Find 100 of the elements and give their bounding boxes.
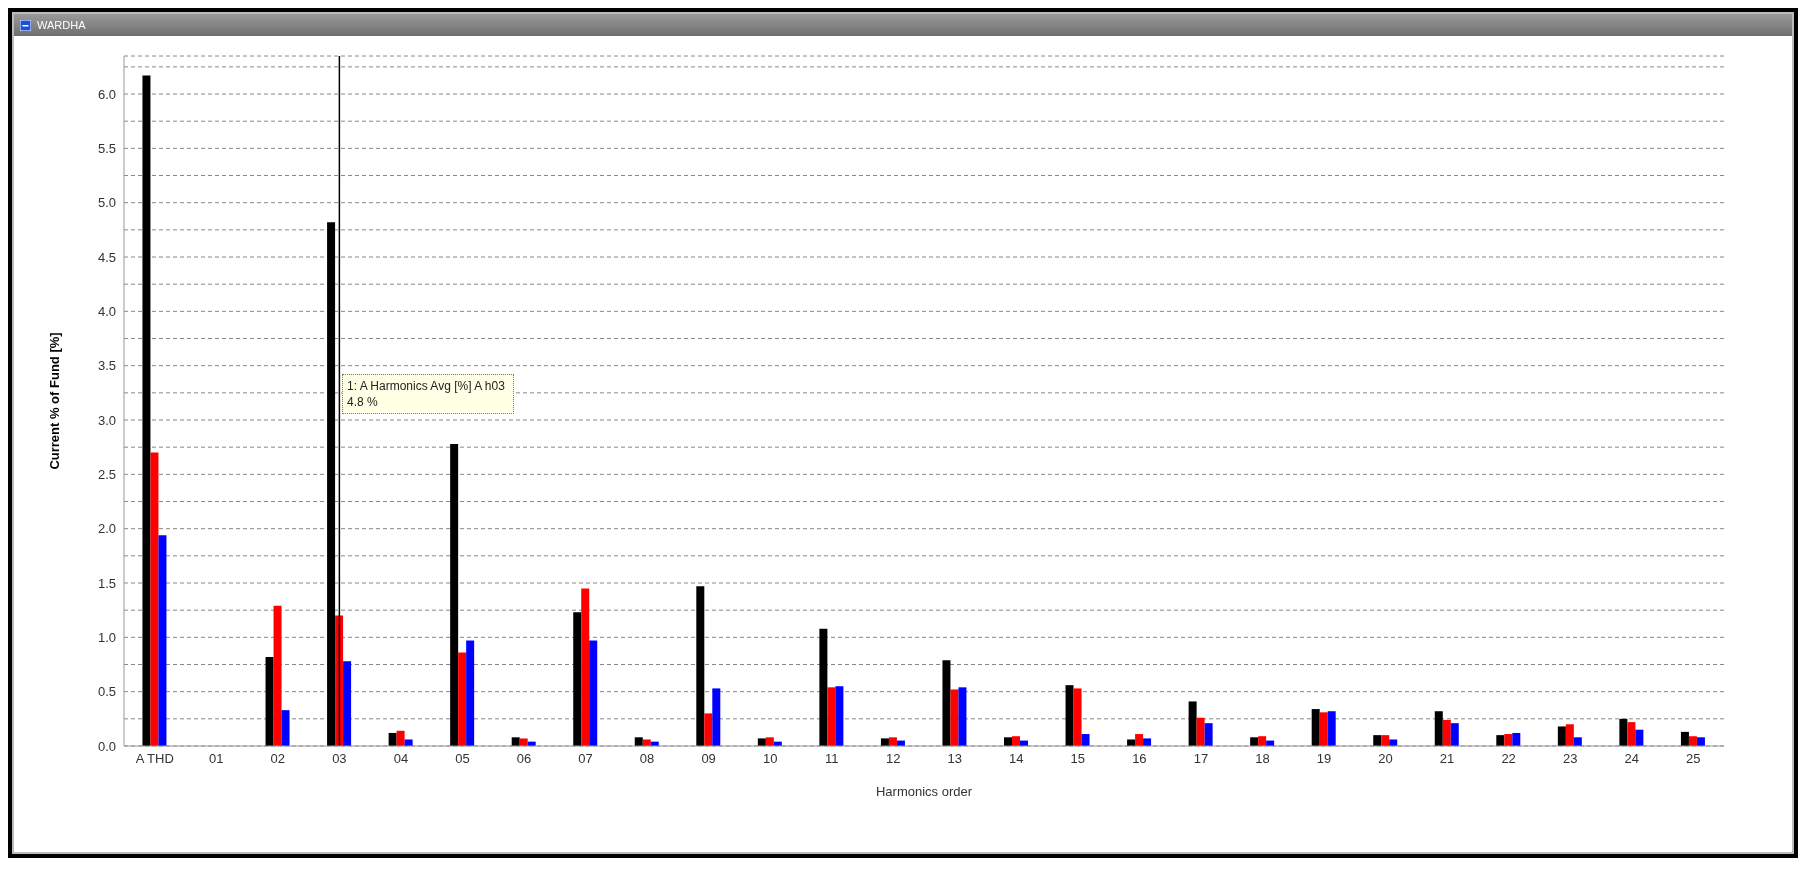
y-tick-label: 0.0 — [97, 738, 116, 754]
bar — [458, 652, 467, 746]
y-tick-label: 1.0 — [97, 629, 116, 645]
x-tick-label: 18 — [1255, 751, 1270, 767]
bar — [1196, 717, 1205, 746]
bar — [642, 739, 651, 746]
bar — [1627, 722, 1636, 746]
x-tick-label: 11 — [824, 751, 839, 767]
bar — [819, 628, 828, 746]
y-tick-label: 2.5 — [97, 466, 116, 482]
bar — [1573, 737, 1582, 746]
x-tick-label: 12 — [886, 751, 901, 767]
bar — [1327, 711, 1336, 746]
x-tick-label: 13 — [947, 751, 962, 767]
x-tick-label: 06 — [516, 751, 532, 767]
bar — [1496, 735, 1505, 746]
bar — [519, 738, 528, 746]
bar — [1143, 738, 1152, 746]
bar — [150, 452, 159, 746]
bar — [1696, 737, 1705, 746]
bar — [404, 739, 413, 746]
bar — [1381, 735, 1390, 746]
x-tick-label: A THD — [135, 751, 174, 767]
bar — [958, 687, 967, 746]
bar — [1373, 735, 1382, 746]
tooltip-box: 1: A Harmonics Avg [%] A h03 4.8 % — [342, 374, 514, 414]
bar — [511, 737, 520, 746]
x-tick-label: 24 — [1624, 751, 1639, 767]
bar — [880, 738, 889, 746]
bar — [466, 640, 475, 746]
bar — [1512, 732, 1521, 746]
bar — [1442, 719, 1451, 746]
x-tick-label: 14 — [1009, 751, 1024, 767]
bar — [1450, 723, 1459, 746]
bar — [765, 737, 774, 746]
bar — [281, 710, 290, 746]
x-tick-label: 17 — [1193, 751, 1209, 767]
y-tick-label: 4.5 — [97, 249, 116, 265]
bar — [1504, 734, 1513, 746]
x-tick-label: 03 — [332, 751, 347, 767]
y-axis-title: Current % of Fund [%] — [46, 332, 62, 470]
bar — [712, 688, 721, 746]
y-tick-label: 3.5 — [97, 358, 116, 374]
y-tick-label: 0.5 — [97, 684, 116, 700]
y-tick-label: 2.0 — [97, 521, 116, 537]
x-axis-title: Harmonics order — [875, 784, 973, 799]
bar — [142, 75, 151, 746]
bar — [634, 737, 643, 746]
bar — [1127, 739, 1136, 746]
bar — [1680, 731, 1689, 746]
bar — [1389, 739, 1398, 746]
bar — [1250, 737, 1259, 746]
bar — [950, 689, 959, 746]
bar — [1065, 685, 1074, 746]
x-tick-label: 07 — [578, 751, 593, 767]
chart-title: WARDHA — [37, 19, 86, 31]
y-tick-label: 3.0 — [97, 412, 116, 428]
bar — [1319, 712, 1328, 746]
bar — [1188, 701, 1197, 746]
y-tick-label: 5.5 — [97, 140, 116, 156]
bar — [343, 661, 352, 746]
x-tick-label: 23 — [1562, 751, 1578, 767]
x-tick-label: 15 — [1070, 751, 1086, 767]
x-tick-label: 10 — [762, 751, 778, 767]
bar — [1311, 709, 1320, 746]
bar — [1635, 729, 1644, 746]
bar — [327, 222, 336, 746]
x-tick-label: 08 — [639, 751, 655, 767]
y-tick-label: 5.0 — [97, 195, 116, 211]
bar — [581, 588, 590, 746]
bar — [827, 687, 836, 746]
bar — [1081, 734, 1090, 746]
x-tick-label: 05 — [455, 751, 470, 767]
bar — [1012, 736, 1020, 746]
x-tick-label: 19 — [1316, 751, 1332, 767]
bar — [396, 730, 405, 746]
x-tick-label: 21 — [1439, 751, 1455, 767]
x-tick-label: 16 — [1132, 751, 1147, 767]
bar — [835, 686, 844, 746]
bar — [1557, 726, 1566, 746]
bar — [1204, 723, 1213, 746]
bar — [888, 737, 897, 746]
bar — [1434, 711, 1443, 746]
y-tick-label: 1.5 — [97, 575, 116, 591]
y-tick-label: 6.0 — [97, 86, 116, 102]
x-tick-label: 04 — [393, 751, 409, 767]
x-tick-label: 01 — [209, 751, 224, 767]
bar — [265, 656, 274, 746]
x-tick-label: 02 — [270, 751, 286, 767]
bar — [388, 732, 397, 746]
bar — [1258, 736, 1267, 746]
bar — [1073, 688, 1082, 746]
bar — [1135, 734, 1144, 746]
bar — [757, 738, 766, 746]
bar — [273, 605, 282, 746]
x-tick-label: 09 — [701, 751, 716, 767]
bar — [1565, 724, 1574, 746]
bar — [696, 586, 705, 746]
bar — [158, 535, 167, 746]
x-tick-label: 22 — [1501, 751, 1516, 767]
